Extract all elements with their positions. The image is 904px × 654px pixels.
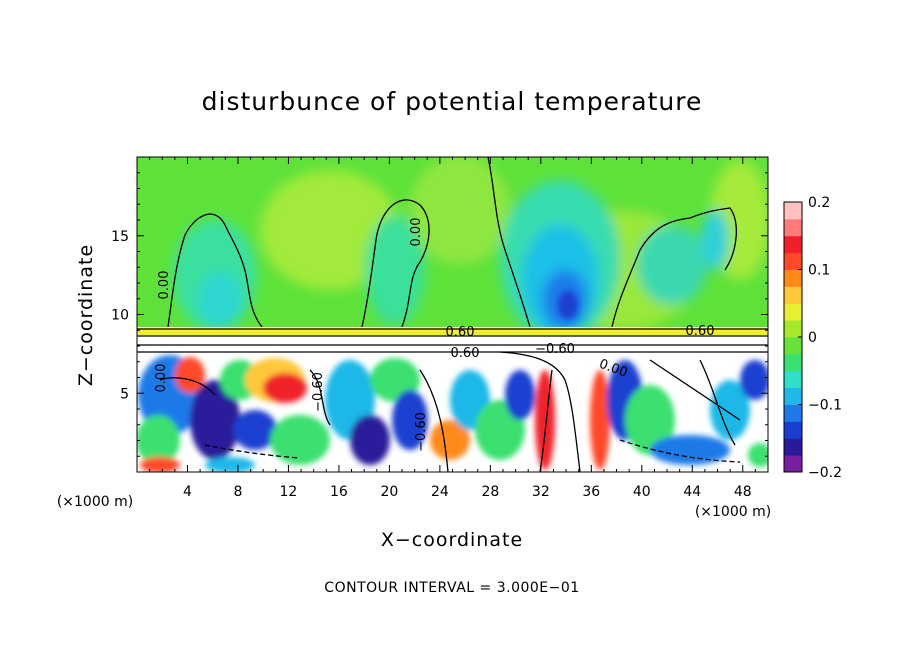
contour-label: 0.00 [157, 271, 172, 300]
colorbar-swatch [784, 269, 802, 287]
colorbar: 0.2 0.1 0 −0.1 −0.2 [783, 195, 842, 481]
colorbar-swatch [784, 455, 802, 473]
colorbar-tick-label: −0.1 [808, 398, 842, 414]
contour-label: −0.60 [414, 412, 429, 452]
x-tick-label: 16 [330, 484, 348, 500]
colorbar-swatch [784, 320, 802, 338]
x-tick-label: 24 [431, 484, 449, 500]
colorbar-swatch [784, 421, 802, 439]
x-axis: 4 8 12 16 20 24 28 32 36 40 44 48 [149, 157, 756, 500]
colorbar-swatch [784, 337, 802, 355]
contour-label: −0.60 [535, 342, 575, 357]
contour-interval-note: CONTOUR INTERVAL = 3.000E−01 [324, 580, 579, 596]
contour-label: 0.00 [409, 218, 424, 247]
contour-labels: 0.000.000.60 0.60−0.600.600.00−0.60−0.600… [154, 218, 714, 452]
x-tick-label: 8 [233, 484, 242, 500]
colorbar-tick-label: 0 [808, 330, 817, 346]
colorbar-tick-label: 0.2 [808, 195, 830, 211]
x-tick-label: 28 [481, 484, 499, 500]
colorbar-swatch [784, 235, 802, 254]
colorbar-swatch [784, 303, 802, 321]
x-tick-label: 32 [532, 484, 550, 500]
colorbar-swatch [784, 370, 802, 389]
x-tick-label: 44 [683, 484, 701, 500]
contour-label: 0.60 [446, 325, 475, 340]
chart-title: disturbunce of potential temperature [202, 87, 703, 116]
x-tick-label: 40 [633, 484, 651, 500]
colorbar-tick-label: 0.1 [808, 263, 830, 279]
colorbar-swatch [784, 202, 802, 220]
y-tick-label: 15 [111, 229, 129, 245]
x-unit-left: (×1000 m) [57, 494, 133, 510]
colorbar-swatch [784, 252, 802, 270]
contour-label: 0.60 [686, 324, 715, 339]
x-tick-label: 48 [734, 484, 752, 500]
y-axis: 5 10 15 [111, 172, 768, 457]
x-unit-right: (×1000 m) [695, 504, 771, 520]
colorbar-swatch [784, 353, 802, 372]
contour-label: −0.60 [311, 372, 326, 412]
x-axis-label: X−coordinate [381, 529, 523, 551]
colorbar-tick-label: −0.2 [808, 465, 842, 481]
colorbar-swatch [784, 404, 802, 422]
x-tick-label: 20 [380, 484, 398, 500]
contour-label: 0.00 [154, 364, 169, 393]
x-tick-label: 4 [183, 484, 192, 500]
contour-label: 0.60 [451, 346, 480, 361]
y-tick-label: 10 [111, 308, 129, 324]
colorbar-swatch [784, 218, 802, 237]
y-tick-label: 5 [120, 386, 129, 402]
x-tick-label: 36 [582, 484, 600, 500]
y-axis-label: Z−coordinate [75, 244, 97, 386]
colorbar-swatch [784, 438, 802, 456]
heatmap-field [137, 157, 768, 472]
x-tick-label: 12 [280, 484, 298, 500]
colorbar-swatch [784, 387, 802, 405]
colorbar-swatch [784, 286, 802, 304]
